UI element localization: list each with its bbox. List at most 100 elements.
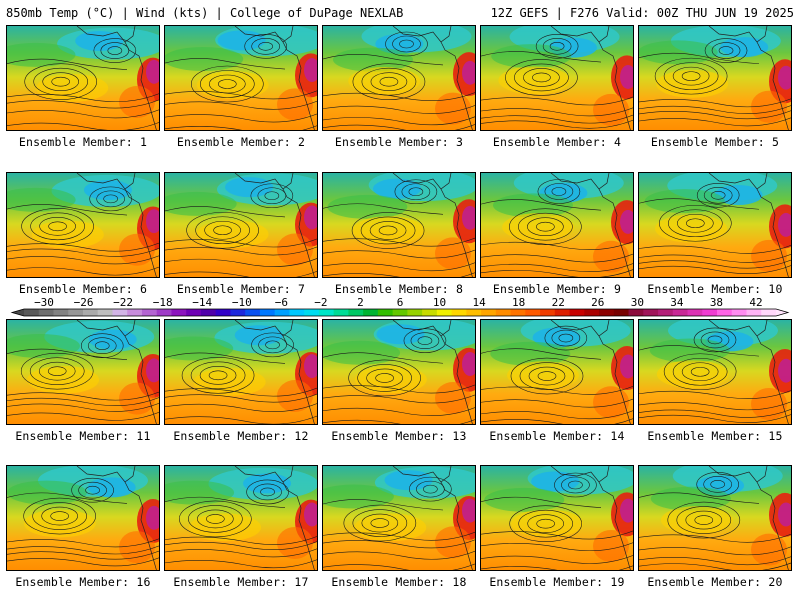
colorbar-segment <box>38 309 54 316</box>
colorbar-segment <box>422 309 438 316</box>
ensemble-member-label: Ensemble Member: 18 <box>331 575 467 589</box>
colorbar-tick-label: 6 <box>397 296 404 309</box>
colorbar-tick-label: 38 <box>710 296 723 309</box>
colorbar-segment <box>481 309 497 316</box>
colorbar-segment <box>24 309 40 316</box>
colorbar-segment <box>510 309 526 316</box>
colorbar-segment <box>658 309 674 316</box>
colorbar-tick-label: −14 <box>192 296 212 309</box>
colorbar-tick-label: 42 <box>749 296 762 309</box>
colorbar-segment <box>318 309 335 316</box>
ensemble-member-label: Ensemble Member: 2 <box>176 135 306 149</box>
colorbar-segment <box>569 309 585 316</box>
colorbar-segment <box>687 309 703 316</box>
colorbar-segment <box>436 309 453 316</box>
colorbar-segment <box>554 309 571 316</box>
run-valid-time: 12Z GEFS | F276 Valid: 00Z THU JUN 19 20… <box>490 6 794 20</box>
colorbar-segment <box>215 309 231 316</box>
colorbar-segment <box>643 309 659 316</box>
ensemble-member-label: Ensemble Member: 16 <box>15 575 151 589</box>
ensemble-member-label: Ensemble Member: 3 <box>334 135 464 149</box>
colorbar-segment <box>97 309 113 316</box>
colorbar-tick-label: −22 <box>113 296 133 309</box>
ensemble-member-panel <box>638 319 792 425</box>
forecast-map <box>639 320 791 424</box>
colorbar-tick-label: −2 <box>314 296 327 309</box>
forecast-map <box>165 26 317 130</box>
colorbar-segment <box>495 309 512 316</box>
colorbar-outline <box>10 308 790 317</box>
colorbar-segment <box>127 309 143 316</box>
colorbar-segment <box>141 309 158 316</box>
colorbar-segment <box>702 309 718 316</box>
colorbar-segment <box>230 309 246 316</box>
ensemble-member-label: Ensemble Member: 20 <box>647 575 783 589</box>
forecast-map <box>323 26 475 130</box>
colorbar-segment <box>200 309 217 316</box>
forecast-map <box>639 173 791 277</box>
colorbar-segment <box>717 309 733 316</box>
forecast-map <box>7 26 159 130</box>
ensemble-member-panel <box>6 25 160 131</box>
colorbar-segment <box>451 309 467 316</box>
colorbar-segment <box>186 309 202 316</box>
ensemble-member-panel <box>480 172 634 278</box>
ensemble-member-panel <box>6 172 160 278</box>
colorbar-tick-label: 30 <box>631 296 644 309</box>
forecast-map <box>165 173 317 277</box>
ensemble-member-panel <box>6 319 160 425</box>
ensemble-member-panel <box>480 319 634 425</box>
ensemble-member-panel <box>164 319 318 425</box>
colorbar-segment <box>171 309 187 316</box>
colorbar-segment <box>628 309 644 316</box>
colorbar-segment <box>392 309 408 316</box>
colorbar-segment <box>584 309 600 316</box>
ensemble-member-label: Ensemble Member: 8 <box>334 282 464 296</box>
colorbar-tick-label: 18 <box>512 296 525 309</box>
ensemble-member-label: Ensemble Member: 7 <box>176 282 306 296</box>
colorbar-segment <box>304 309 320 316</box>
colorbar-left-arrow <box>12 309 24 316</box>
colorbar-segment <box>466 309 482 316</box>
colorbar-segment <box>156 309 172 316</box>
colorbar-segment <box>245 309 261 316</box>
ensemble-member-panel <box>480 25 634 131</box>
ensemble-member-label: Ensemble Member: 6 <box>18 282 148 296</box>
forecast-map <box>165 466 317 570</box>
forecast-map <box>639 466 791 570</box>
ensemble-member-panel <box>164 465 318 571</box>
colorbar-tick-label: 14 <box>472 296 486 309</box>
colorbar-segment <box>348 309 364 316</box>
header: 850mb Temp (°C) | Wind (kts) | College o… <box>0 0 800 24</box>
ensemble-member-panel <box>638 465 792 571</box>
ensemble-member-panel <box>322 172 476 278</box>
ensemble-member-label: Ensemble Member: 10 <box>647 282 783 296</box>
colorbar-segment <box>672 309 689 316</box>
colorbar-segment <box>333 309 349 316</box>
ensemble-member-panel <box>638 172 792 278</box>
ensemble-member-label: Ensemble Member: 11 <box>15 429 151 443</box>
colorbar-segment <box>599 309 615 316</box>
forecast-map <box>481 320 633 424</box>
temperature-colorbar: −30 −26 −22 −18 −14 −10 −6 −2 2 6 10 14 18 22 26 30 34 38… <box>10 296 790 320</box>
ensemble-member-panel <box>6 465 160 571</box>
forecast-map <box>481 173 633 277</box>
colorbar-tick-label: −6 <box>275 296 288 309</box>
forecast-map <box>323 173 475 277</box>
forecast-map <box>7 320 159 424</box>
forecast-map <box>481 26 633 130</box>
colorbar-segment <box>363 309 379 316</box>
colorbar-tick-label: −26 <box>74 296 94 309</box>
map-title: 850mb Temp (°C) | Wind (kts) | College o… <box>6 6 404 20</box>
colorbar-tick-label: −10 <box>232 296 252 309</box>
colorbar-right-arrow <box>776 309 788 316</box>
forecast-map <box>165 320 317 424</box>
ensemble-member-panel <box>638 25 792 131</box>
forecast-map <box>481 466 633 570</box>
forecast-map <box>639 26 791 130</box>
ensemble-member-panel <box>164 172 318 278</box>
ensemble-member-panel <box>322 465 476 571</box>
colorbar-segment <box>82 309 99 316</box>
ensemble-member-label: Ensemble Member: 1 <box>18 135 148 149</box>
colorbar-segment <box>613 309 630 316</box>
